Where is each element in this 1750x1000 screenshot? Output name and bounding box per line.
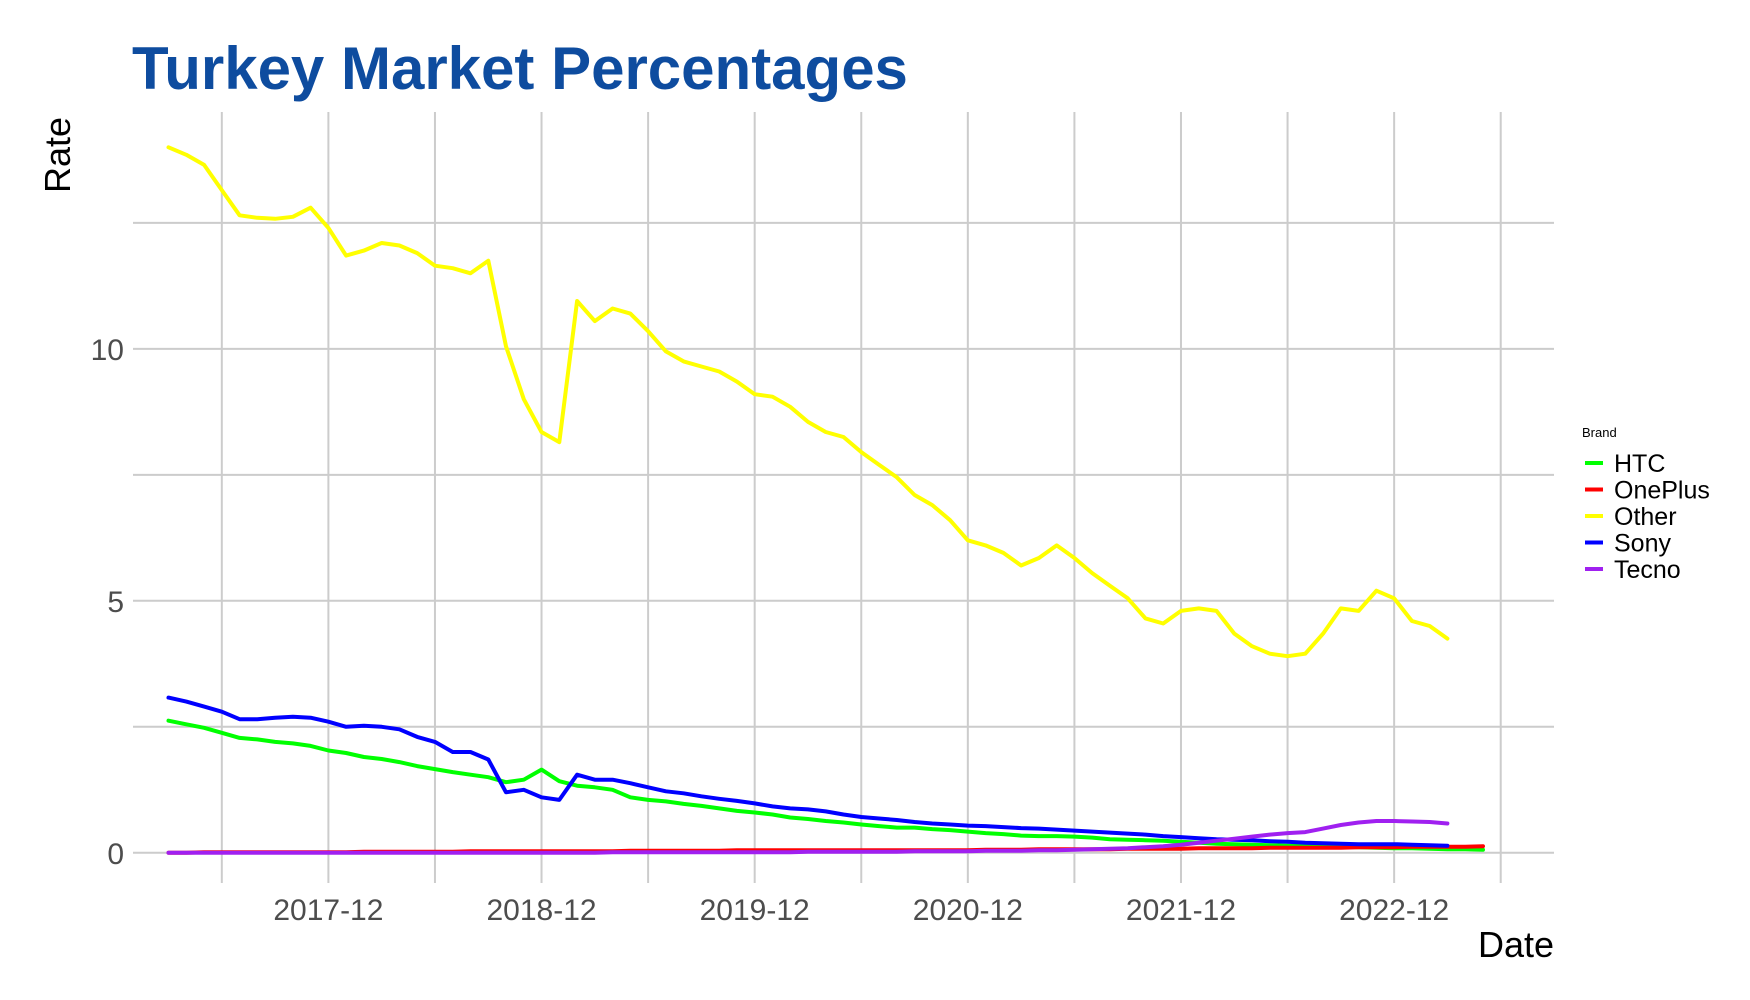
chart-title: Turkey Market Percentages [132,35,908,102]
y-axis-title: Rate [37,117,78,193]
series-line-other [166,145,1450,659]
y-tick-label: 10 [91,334,124,367]
series-line-sony [166,695,1450,848]
x-tick-label: 2018-12 [486,894,596,927]
legend-label-sony: Sony [1614,530,1671,558]
legend-label-oneplus: OnePlus [1614,477,1710,505]
x-tick-label: 2020-12 [913,894,1023,927]
grid [133,112,1554,883]
x-tick-label: 2022-12 [1339,894,1449,927]
x-tick-label: 2017-12 [273,894,383,927]
y-tick-labels: 0 5 10 [91,334,124,871]
legend-label-tecno: Tecno [1614,556,1681,584]
series-lines [166,145,1485,855]
series-line-htc [166,718,1485,852]
legend-title: Brand [1582,425,1617,440]
x-tick-label: 2019-12 [700,894,810,927]
series-line-tecno [166,819,1450,855]
y-tick-label: 5 [107,586,124,619]
y-tick-label: 0 [107,838,124,871]
legend-label-other: Other [1614,503,1677,531]
x-axis-title: Date [1478,924,1554,965]
x-tick-labels: 2017-12 2018-12 2019-12 2020-12 2021-12 2022-… [273,894,1449,927]
x-tick-label: 2021-12 [1126,894,1236,927]
legend-label-htc: HTC [1614,450,1665,478]
